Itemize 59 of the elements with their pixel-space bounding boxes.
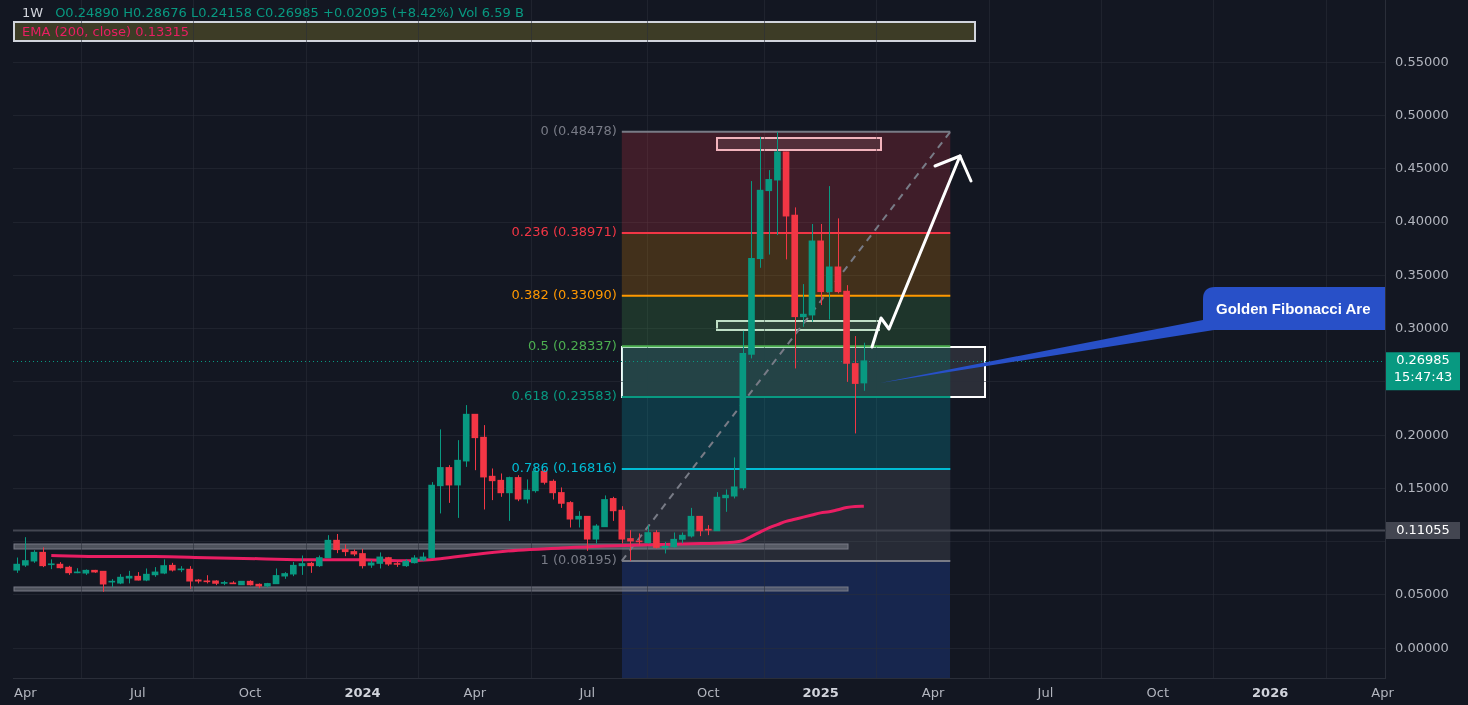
- y-tick-label: 0.40000: [1395, 213, 1449, 229]
- x-tick-label: 2025: [802, 685, 839, 701]
- candlestick: [583, 515, 591, 552]
- x-tick-label: Jul: [1036, 685, 1054, 701]
- candlestick: [851, 335, 859, 434]
- series-label: 0.382 (0.33090): [511, 287, 617, 303]
- candlestick: [592, 523, 600, 544]
- x-tick-label: 2024: [344, 685, 381, 701]
- x-tick-label: Apr: [14, 685, 38, 701]
- candlestick: [765, 169, 773, 256]
- y-tick-label: 0.20000: [1395, 426, 1449, 442]
- candlestick: [39, 546, 46, 568]
- y-tick-label: 0.55000: [1395, 53, 1449, 69]
- y-tick-label: 0.00000: [1395, 639, 1449, 655]
- y-tick-label: 0.45000: [1395, 160, 1449, 176]
- x-tick-label: Oct: [1146, 685, 1170, 701]
- candlestick: [860, 342, 868, 392]
- x-tick-label: Oct: [238, 685, 262, 701]
- candlestick: [22, 536, 29, 568]
- y-tick-label: 0.05000: [1395, 586, 1449, 602]
- series-label: 0.5 (0.28337): [528, 337, 617, 353]
- candlestick: [557, 486, 565, 509]
- candlestick: [800, 283, 807, 328]
- x-tick-label: Apr: [1371, 685, 1395, 701]
- series-label: 1 (0.08195): [540, 552, 617, 568]
- series-label: 0.618 (0.23583): [511, 388, 617, 404]
- candlestick: [566, 500, 574, 528]
- candlestick: [333, 533, 340, 554]
- candlestick: [722, 488, 729, 513]
- y-tick-label: 0.15000: [1395, 479, 1449, 495]
- ref-line-label: 0.11055: [1396, 521, 1450, 537]
- x-tick-label: Jul: [128, 685, 146, 701]
- candlestick: [730, 456, 738, 499]
- annotation: Golden Fibonacci Are: [1216, 300, 1371, 317]
- text: EMA (200, close) 0.13315: [22, 24, 190, 39]
- ref-line-label: 0.26985 15:47:43: [1393, 352, 1453, 385]
- x-tick-label: 2026: [1252, 685, 1289, 701]
- candlestick: [627, 529, 634, 562]
- candlestick: [549, 478, 556, 500]
- candlestick: [506, 476, 513, 522]
- chart-subtitle: O0.24890 H0.28676 L0.24158 C0.26985 +0.02095 (+8.42%) Vol 6.59 B: [55, 5, 524, 20]
- x-tick-label: Jul: [578, 685, 596, 701]
- series-label: 0 (0.48478): [540, 123, 617, 139]
- candlestick: [298, 555, 306, 576]
- y-tick-label: 0.30000: [1395, 319, 1449, 335]
- candlestick: [696, 515, 703, 537]
- candlestick: [436, 428, 444, 514]
- candlestick: [497, 472, 505, 498]
- chart-title: 1W: [22, 5, 44, 20]
- x-tick-label: Oct: [697, 685, 720, 701]
- candlestick: [186, 565, 193, 590]
- y-tick-label: 0.50000: [1395, 106, 1449, 122]
- x-tick-label: Apr: [921, 685, 945, 701]
- candlestick: [359, 548, 366, 569]
- candlestick: [523, 478, 531, 504]
- x-tick-label: Apr: [463, 685, 487, 701]
- series-label: 0.236 (0.38971): [511, 224, 617, 240]
- series-label: 0.786 (0.16816): [511, 460, 617, 476]
- y-tick-label: 0.35000: [1395, 266, 1449, 282]
